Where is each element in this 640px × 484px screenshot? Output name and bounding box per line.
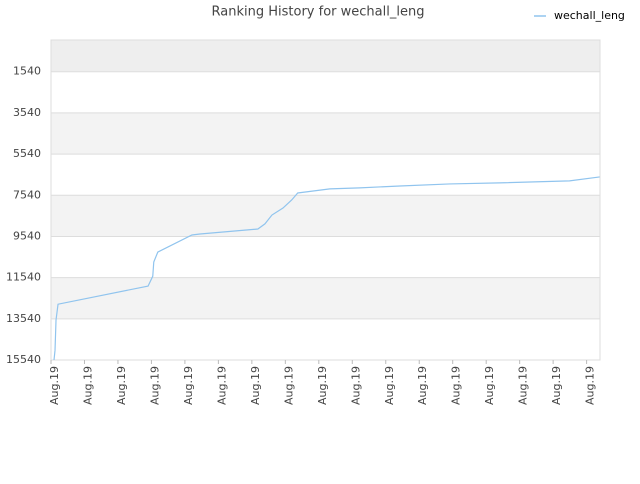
x-tick-label: Aug.19: [550, 366, 563, 405]
x-tick-label: Aug.19: [349, 366, 362, 405]
y-tick-label: 11540: [6, 271, 41, 284]
x-tick-label: Aug.19: [182, 366, 195, 405]
x-tick-label: Aug.19: [416, 366, 429, 405]
x-tick-label: Aug.19: [483, 366, 496, 405]
band: [51, 318, 600, 360]
y-tick-label: 3540: [13, 106, 41, 119]
x-tick-label: Aug.19: [81, 366, 94, 405]
x-tick-label: Aug.19: [517, 366, 530, 405]
x-tick-label: Aug.19: [148, 366, 161, 405]
band: [51, 40, 600, 72]
x-tick-label: Aug.19: [316, 366, 329, 405]
band: [51, 154, 600, 196]
y-tick-label: 15540: [6, 353, 41, 366]
band: [51, 195, 600, 237]
chart-title: Ranking History for wechall_leng: [212, 5, 425, 20]
band: [51, 71, 600, 113]
x-tick-label: Aug.19: [115, 366, 128, 405]
y-tick-label: 5540: [13, 147, 41, 160]
x-tick-label: Aug.19: [450, 366, 463, 405]
y-tick-label: 13540: [6, 312, 41, 325]
x-tick-label: Aug.19: [215, 366, 228, 405]
x-tick-label: Aug.19: [282, 366, 295, 405]
y-tick-label: 9540: [13, 229, 41, 242]
y-tick-label: 1540: [13, 65, 41, 78]
line: [53, 176, 600, 361]
band: [51, 277, 600, 319]
x-tick-label: Aug.19: [249, 366, 262, 405]
x-tick-label: Aug.19: [383, 366, 396, 405]
legend-label: wechall_leng: [554, 9, 625, 22]
band: [51, 112, 600, 155]
y-tick-label: 7540: [13, 188, 41, 201]
band: [51, 236, 600, 278]
x-tick-label: Aug.19: [584, 366, 597, 405]
x-tick-label: Aug.19: [48, 366, 61, 405]
